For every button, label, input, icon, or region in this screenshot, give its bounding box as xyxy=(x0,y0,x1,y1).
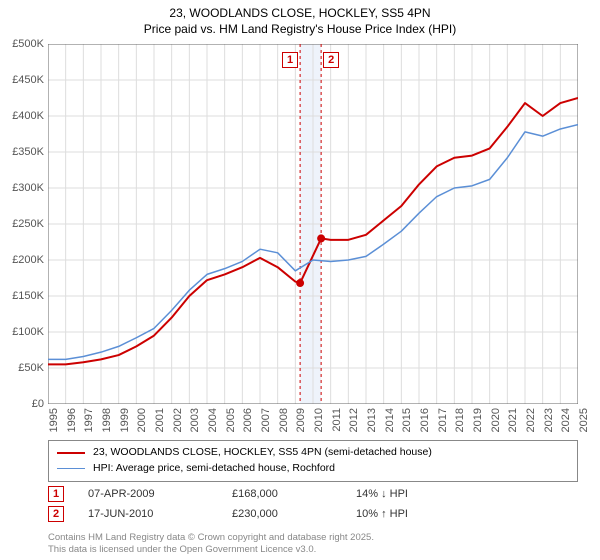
y-axis-label: £300K xyxy=(12,182,44,194)
y-axis-label: £500K xyxy=(12,38,44,50)
x-axis-label: 2024 xyxy=(560,408,572,432)
y-axis-label: £400K xyxy=(12,110,44,122)
x-axis-label: 1995 xyxy=(48,408,60,432)
chart-title: 23, WOODLANDS CLOSE, HOCKLEY, SS5 4PN Pr… xyxy=(0,0,600,37)
x-axis-label: 1999 xyxy=(119,408,131,432)
x-axis-label: 2015 xyxy=(401,408,413,432)
title-line-1: 23, WOODLANDS CLOSE, HOCKLEY, SS5 4PN xyxy=(0,6,600,22)
x-axis-label: 2025 xyxy=(578,408,590,432)
x-axis-label: 2010 xyxy=(313,408,325,432)
y-axis-label: £250K xyxy=(12,218,44,230)
x-axis-label: 2008 xyxy=(278,408,290,432)
y-axis-label: £0 xyxy=(32,398,44,410)
y-axis-label: £200K xyxy=(12,254,44,266)
x-axis-label: 2006 xyxy=(242,408,254,432)
legend-label: 23, WOODLANDS CLOSE, HOCKLEY, SS5 4PN (s… xyxy=(93,445,432,461)
legend-swatch xyxy=(57,468,85,470)
x-axis-label: 2017 xyxy=(437,408,449,432)
sales-row: 1 07-APR-2009 £168,000 14% ↓ HPI xyxy=(48,484,578,504)
y-axis-label: £100K xyxy=(12,326,44,338)
x-axis-label: 2021 xyxy=(507,408,519,432)
y-axis-label: £150K xyxy=(12,290,44,302)
x-axis-label: 2004 xyxy=(207,408,219,432)
legend-row: HPI: Average price, semi-detached house,… xyxy=(57,461,569,477)
footer-line-1: Contains HM Land Registry data © Crown c… xyxy=(48,532,374,544)
x-axis-label: 2009 xyxy=(295,408,307,432)
y-axis-label: £350K xyxy=(12,146,44,158)
x-axis-label: 2014 xyxy=(384,408,396,432)
sales-table: 1 07-APR-2009 £168,000 14% ↓ HPI 2 17-JUN-201… xyxy=(48,484,578,524)
y-axis-label: £50K xyxy=(18,362,44,374)
y-axis-label: £450K xyxy=(12,74,44,86)
x-axis-label: 2000 xyxy=(136,408,148,432)
x-axis-label: 1997 xyxy=(83,408,95,432)
sale-hpi-delta: 10% ↑ HPI xyxy=(356,508,456,520)
sale-marker-badge: 2 xyxy=(323,52,339,68)
title-line-2: Price paid vs. HM Land Registry's House … xyxy=(0,22,600,38)
legend-swatch xyxy=(57,452,85,454)
sales-row: 2 17-JUN-2010 £230,000 10% ↑ HPI xyxy=(48,504,578,524)
x-axis-label: 2011 xyxy=(331,408,343,432)
footer-line-2: This data is licensed under the Open Gov… xyxy=(48,544,374,556)
legend-row: 23, WOODLANDS CLOSE, HOCKLEY, SS5 4PN (s… xyxy=(57,445,569,461)
chart-svg xyxy=(48,44,578,404)
legend-label: HPI: Average price, semi-detached house,… xyxy=(93,461,335,477)
x-axis-label: 2007 xyxy=(260,408,272,432)
sale-date: 17-JUN-2010 xyxy=(88,508,208,520)
sale-badge: 2 xyxy=(48,506,64,522)
x-axis-label: 2016 xyxy=(419,408,431,432)
x-axis-label: 2022 xyxy=(525,408,537,432)
x-axis-label: 2019 xyxy=(472,408,484,432)
x-axis-label: 2023 xyxy=(543,408,555,432)
sale-badge: 1 xyxy=(48,486,64,502)
x-axis-label: 1998 xyxy=(101,408,113,432)
x-axis-label: 2012 xyxy=(348,408,360,432)
x-axis-label: 2020 xyxy=(490,408,502,432)
sale-hpi-delta: 14% ↓ HPI xyxy=(356,488,456,500)
x-axis-label: 1996 xyxy=(66,408,78,432)
x-axis-label: 2018 xyxy=(454,408,466,432)
sale-marker-badge: 1 xyxy=(282,52,298,68)
sale-date: 07-APR-2009 xyxy=(88,488,208,500)
x-axis-label: 2001 xyxy=(154,408,166,432)
sale-price: £230,000 xyxy=(232,508,332,520)
x-axis-label: 2005 xyxy=(225,408,237,432)
x-axis-label: 2013 xyxy=(366,408,378,432)
chart-area: £0£50K£100K£150K£200K£250K£300K£350K£400… xyxy=(48,44,578,404)
legend: 23, WOODLANDS CLOSE, HOCKLEY, SS5 4PN (s… xyxy=(48,440,578,482)
x-axis-label: 2003 xyxy=(189,408,201,432)
x-axis-label: 2002 xyxy=(172,408,184,432)
footer-note: Contains HM Land Registry data © Crown c… xyxy=(48,532,374,556)
sale-price: £168,000 xyxy=(232,488,332,500)
